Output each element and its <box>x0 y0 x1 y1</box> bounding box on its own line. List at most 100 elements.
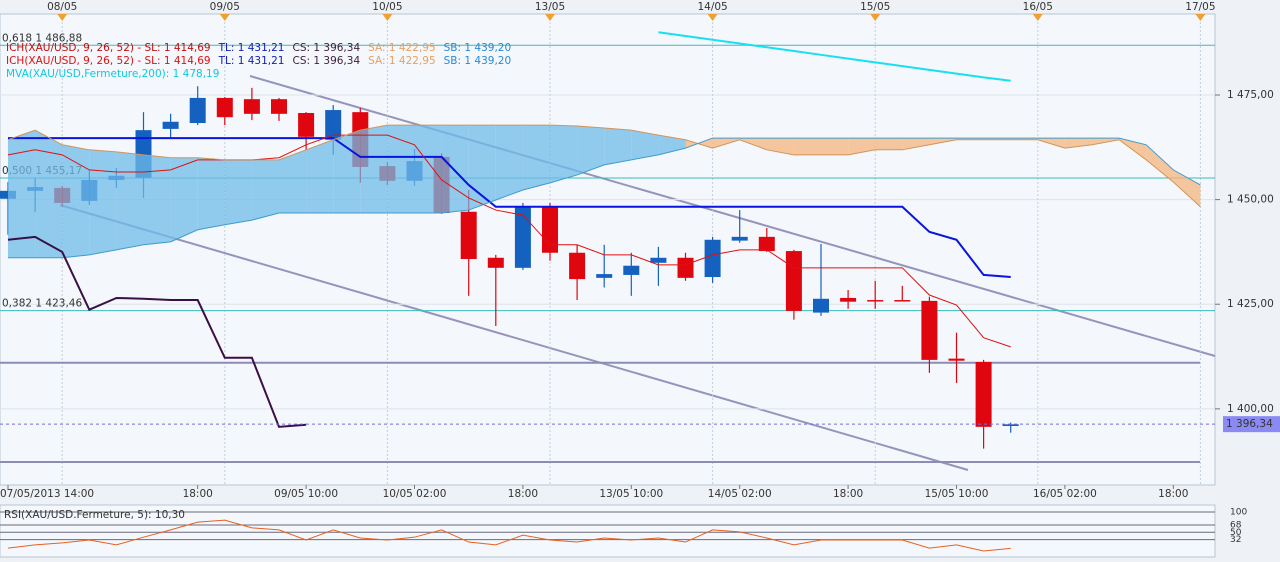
indicator-line <box>7 134 1011 348</box>
cloud-segment <box>550 125 578 183</box>
last-price-label: 1 396,34 <box>1226 418 1273 430</box>
date-marker <box>219 14 230 21</box>
legend-line: ICH(XAU/USD, 9, 26, 52) - SL: 1 414,69 TL… <box>6 55 511 67</box>
legend-entry: CS: 1 396,34 <box>293 55 361 67</box>
trend-line <box>249 75 1216 357</box>
x-tick-label: 16/05 02:00 <box>1033 488 1097 500</box>
cloud-segment <box>387 125 415 213</box>
candle-body <box>487 257 504 268</box>
x-tick-label: 07/05/2013 14:00 <box>0 488 94 500</box>
rsi-tick-label: 68 <box>1230 520 1242 530</box>
cloud-segment <box>224 159 252 225</box>
candle-body <box>623 265 640 275</box>
fib-label: 0,618 1 486,88 <box>2 32 82 44</box>
candle-body <box>271 99 287 114</box>
date-marker <box>382 14 393 21</box>
y-tick-label: 1 400,00 <box>1227 403 1274 415</box>
candle-body <box>298 112 315 137</box>
x-tick-label: 09/05 10:00 <box>274 488 338 500</box>
x-tick-label: 18:00 <box>1158 488 1188 500</box>
x-tick-label: 14/05 02:00 <box>708 488 772 500</box>
rsi-panel <box>0 504 1216 558</box>
cloud-segment <box>577 125 605 175</box>
top-date-label: 15/05 <box>860 1 890 13</box>
last-price-box <box>1223 416 1280 433</box>
date-marker <box>1032 14 1043 21</box>
top-date-label: 14/05 <box>697 1 727 13</box>
top-date-label: 08/05 <box>47 1 77 13</box>
cloud-segment <box>251 159 279 221</box>
candle-body <box>785 251 802 311</box>
rsi-tick-label: 32 <box>1230 535 1241 545</box>
top-date-label: 16/05 <box>1023 1 1053 13</box>
x-tick-label: 18:00 <box>508 488 538 500</box>
top-date-label: 17/05 <box>1185 1 1215 13</box>
legend-entry: TL: 1 431,21 <box>218 42 285 54</box>
legend-entry: SA: 1 422,95 <box>368 55 436 67</box>
cloud-segment <box>35 130 63 258</box>
candle-body <box>1002 424 1019 426</box>
date-marker <box>57 14 68 21</box>
cloud-segment <box>279 149 307 213</box>
cloud-segment <box>360 125 388 213</box>
top-date-label: 09/05 <box>210 1 240 13</box>
cloud-segment <box>170 157 198 242</box>
x-tick-label: 18:00 <box>833 488 863 500</box>
cloud-segment <box>495 125 523 201</box>
legend-entry: SA: 1 422,95 <box>368 42 436 54</box>
date-marker <box>545 14 555 21</box>
indicator-line <box>7 124 1201 208</box>
candle-body <box>569 252 586 280</box>
x-tick-label: 10/05 02:00 <box>383 488 447 500</box>
candle-body <box>867 300 884 302</box>
cloud-segment <box>62 144 90 258</box>
cloud-segment <box>116 151 144 250</box>
candle-body <box>514 206 531 268</box>
y-tick-label: 1 425,00 <box>1227 298 1274 310</box>
fib-label: 0,382 1 423,46 <box>2 298 82 310</box>
rsi-tick-label: 100 <box>1230 508 1247 518</box>
candle-body <box>216 97 233 118</box>
candle-body <box>650 257 667 263</box>
cloud-segment <box>793 138 821 155</box>
cloud-segment <box>143 154 171 245</box>
legend-entry: SB: 1 439,20 <box>444 42 512 54</box>
indicator-line <box>658 31 1011 82</box>
cloud-segment <box>197 157 225 230</box>
y-tick-label: 1 450,00 <box>1227 194 1274 206</box>
candle-body <box>189 97 206 124</box>
cloud-segment <box>8 130 36 258</box>
candle-body <box>162 121 179 129</box>
cloud-segment <box>333 130 361 213</box>
candle-body <box>243 99 260 114</box>
cloud-segment <box>306 139 334 213</box>
top-date-label: 13/05 <box>535 1 565 13</box>
legend-line: MVA(XAU/USD,Fermeture,200): 1 478,19 <box>6 68 219 80</box>
legend-entry: ICH(XAU/USD, 9, 26, 52) - SL: 1 414,69 <box>6 42 211 54</box>
date-marker <box>870 14 881 21</box>
candle-body <box>894 300 911 302</box>
candle-body <box>948 358 965 361</box>
candle-body <box>596 274 613 278</box>
cloud-segment <box>631 130 659 160</box>
x-tick-label: 13/05 10:00 <box>599 488 663 500</box>
legend-entry: MVA(XAU/USD,Fermeture,200): 1 478,19 <box>6 68 219 80</box>
rsi-line <box>7 519 1011 552</box>
candle-body <box>921 300 938 360</box>
candle-body <box>704 239 721 278</box>
cloud-segment <box>414 125 442 213</box>
rsi-title: RSI(XAU/USD.Fermeture, 5): 10,30 <box>4 509 185 521</box>
cloud-segment <box>89 149 117 255</box>
candle-body <box>758 236 775 252</box>
cloud-segment <box>658 135 686 155</box>
legend-line: ICH(XAU/USD, 9, 26, 52) - SL: 1 414,69 TL… <box>6 42 511 54</box>
price-panel <box>0 13 1216 486</box>
y-tick-label: 1 475,00 <box>1227 89 1274 101</box>
legend-entry: ICH(XAU/USD, 9, 26, 52) - SL: 1 414,69 <box>6 55 211 67</box>
indicator-line <box>7 235 307 428</box>
candle-body <box>325 110 342 140</box>
date-marker <box>707 14 718 21</box>
cloud-segment <box>902 138 930 150</box>
x-tick-label: 15/05 10:00 <box>925 488 989 500</box>
